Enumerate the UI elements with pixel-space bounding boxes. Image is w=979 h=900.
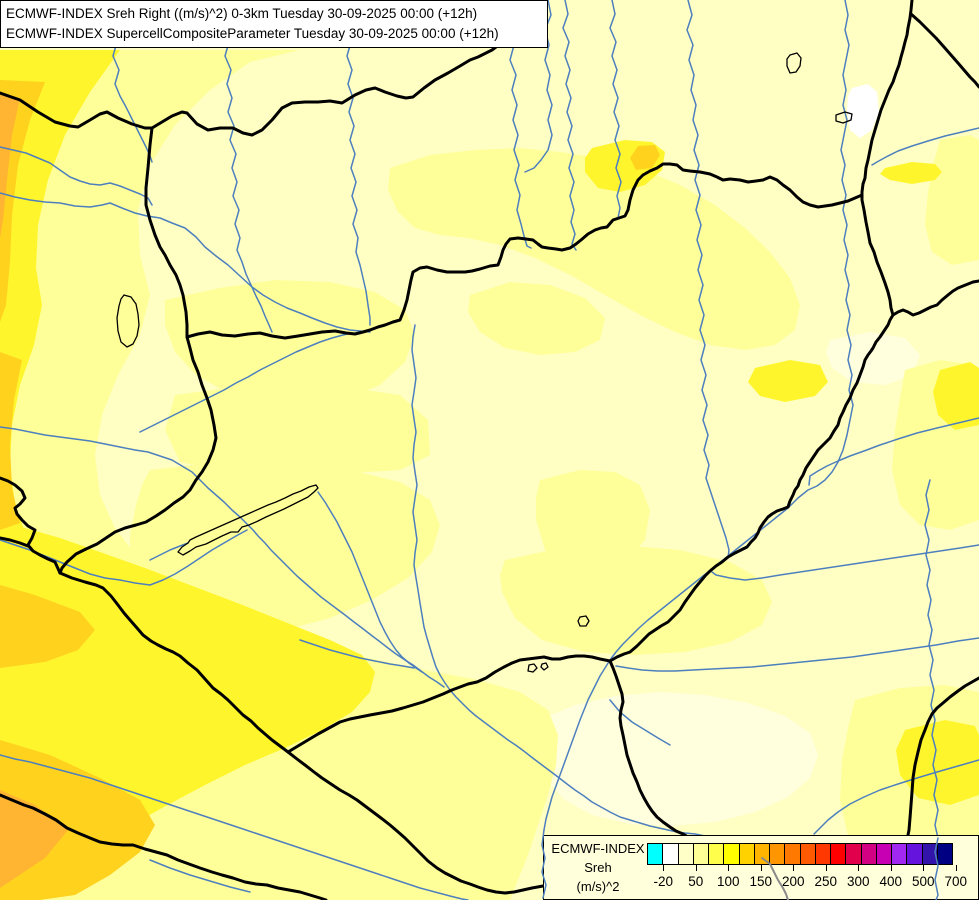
- legend-tick: [890, 865, 892, 871]
- legend-tick-label: 400: [879, 874, 903, 889]
- legend-color-cell: [830, 843, 847, 865]
- legend-color-cell: [662, 843, 679, 865]
- legend-tick: [923, 865, 925, 871]
- legend-color-cell: [875, 843, 892, 865]
- legend-color-cell: [814, 843, 831, 865]
- legend-tick-label: -20: [653, 874, 673, 889]
- legend-color-cell: [906, 843, 923, 865]
- legend-tick-label: 700: [944, 874, 968, 889]
- title-box: ECMWF-INDEX Sreh Right ((m/s)^2) 0-3km T…: [0, 0, 548, 49]
- title-line-1: ECMWF-INDEX Sreh Right ((m/s)^2) 0-3km T…: [6, 6, 478, 21]
- legend-color-cell: [784, 843, 801, 865]
- legend-color-cell: [936, 843, 953, 865]
- legend-color-cell: [708, 843, 725, 865]
- legend-color-cell: [845, 843, 862, 865]
- legend-parameter-label: Sreh: [584, 859, 612, 875]
- contour-patches-gold: [0, 80, 660, 900]
- legend-color-cell: [723, 843, 740, 865]
- legend-box: ECMWF-INDEX Sreh (m/s)^2 -20 50 100 150 200 2…: [543, 835, 979, 900]
- legend-tick-label: 500: [911, 874, 935, 889]
- legend-tick: [955, 865, 957, 871]
- lake-balaton-outline: [177, 484, 319, 556]
- legend-color-cell: [692, 843, 709, 865]
- lakes: [116, 52, 853, 673]
- legend-bar-area: -20 50 100 150 200 250 300 400 500 700: [647, 843, 977, 898]
- legend-tick: [793, 865, 795, 871]
- legend-color-cell: [860, 843, 877, 865]
- legend-tick: [825, 865, 827, 871]
- legend-color-cell: [738, 843, 755, 865]
- legend-tick: [760, 865, 762, 871]
- contour-patch-white: [847, 84, 879, 138]
- legend-tick: [695, 865, 697, 871]
- legend-color-cell: [677, 843, 694, 865]
- legend-color-cell: [799, 843, 816, 865]
- legend-color-cell: [647, 843, 664, 865]
- legend-color-cell: [921, 843, 938, 865]
- legend-tick: [728, 865, 730, 871]
- title-line-2: ECMWF-INDEX SupercellCompositeParameter …: [6, 25, 499, 41]
- legend-tick: [663, 865, 665, 871]
- legend-color-cell: [753, 843, 770, 865]
- legend-bar: [647, 843, 977, 865]
- legend-tick-label: 100: [716, 874, 740, 889]
- legend-tick-label: 250: [814, 874, 838, 889]
- legend-tick-label: 50: [688, 874, 704, 889]
- legend-text-column: ECMWF-INDEX Sreh (m/s)^2: [550, 840, 646, 897]
- legend-units-label: (m/s)^2: [576, 878, 620, 894]
- contour-patches-pale: [536, 332, 920, 826]
- lake-neusiedl-outline: [116, 294, 140, 348]
- legend-color-cell: [891, 843, 908, 865]
- legend-color-cell: [769, 843, 786, 865]
- legend-model-label: ECMWF-INDEX: [551, 841, 645, 856]
- legend-tick: [858, 865, 860, 871]
- legend-tick-label: 300: [846, 874, 870, 889]
